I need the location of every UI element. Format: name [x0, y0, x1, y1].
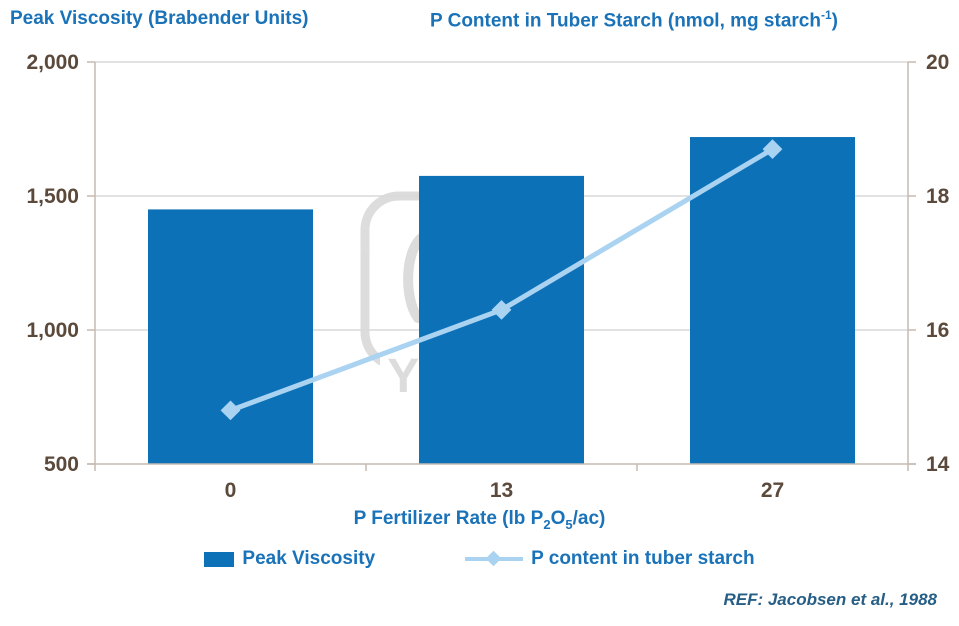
x-axis-title-part1: P Fertilizer Rate (lb P: [353, 508, 544, 529]
left-axis-tick-label: 1,500: [26, 185, 79, 208]
bar-series: [148, 137, 855, 465]
legend-label-p-content: P content in tuber starch: [531, 548, 755, 569]
bar-peak-viscosity[interactable]: [148, 209, 313, 464]
line-series-swatch-icon: [465, 550, 524, 567]
line-marker-diamond-icon[interactable]: [491, 300, 512, 320]
right-axis-tick-label: 14: [926, 453, 950, 476]
right-axis-title-text: P Content in Tuber Starch (nmol, mg star…: [430, 10, 821, 32]
reference-citation: REF: Jacobsen et al., 1988: [723, 590, 937, 609]
x-axis-category-label: 13: [490, 479, 513, 502]
bar-peak-viscosity[interactable]: [419, 175, 584, 464]
right-axis-title-close: ): [831, 10, 838, 32]
left-axis-tick-label: 2,000: [26, 51, 79, 74]
x-axis-title-sub2: 5: [565, 516, 573, 532]
right-axis-tick-label: 16: [926, 319, 949, 342]
x-axis-title-part2: O: [550, 508, 566, 529]
x-axis-category-label: 27: [761, 479, 784, 502]
right-axis-title-superscript: -1: [820, 8, 832, 22]
legend-item-peak-viscosity[interactable]: Peak Viscosity: [204, 548, 375, 570]
x-axis-title-part3: /ac): [572, 508, 606, 529]
bar-peak-viscosity[interactable]: [690, 137, 855, 465]
right-axis-tick-label: 18: [926, 185, 950, 208]
x-axis-title-sub1: 2: [543, 516, 551, 532]
left-axis-title: Peak Viscosity (Brabender Units): [10, 8, 308, 30]
line-marker-diamond-icon[interactable]: [220, 400, 241, 421]
x-axis-title: P Fertilizer Rate (lb P2O5/ac): [0, 508, 959, 532]
left-axis-title-text: Peak Viscosity (Brabender Units): [10, 8, 309, 29]
legend-label-peak-viscosity: Peak Viscosity: [242, 548, 376, 569]
right-axis-tick-label: 20: [926, 51, 949, 74]
left-axis-tick-label: 1,000: [26, 319, 79, 342]
left-axis-tick-label: 500: [44, 453, 79, 476]
chart-legend: Peak Viscosity P content in tuber starch: [0, 548, 959, 570]
bar-series-swatch-icon: [204, 551, 235, 567]
right-axis-title: P Content in Tuber Starch (nmol, mg star…: [430, 8, 838, 32]
legend-item-p-content[interactable]: P content in tuber starch: [465, 548, 755, 570]
x-axis-category-label: 0: [225, 479, 237, 502]
